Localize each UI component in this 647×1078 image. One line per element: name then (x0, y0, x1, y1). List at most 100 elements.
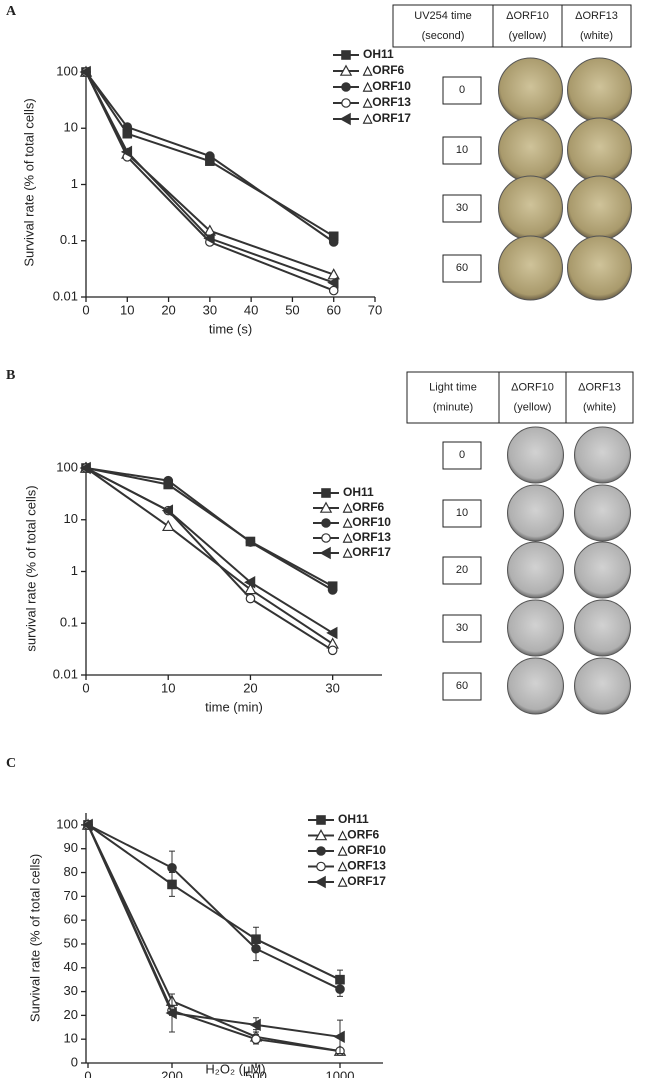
y-tick-label: 0.01 (53, 666, 78, 681)
row-label: 30 (456, 202, 468, 214)
table-header-box (392, 4, 632, 48)
y-tick-label: 100 (56, 816, 78, 831)
y-tick-label: 0 (71, 1054, 78, 1069)
series-line (87, 824, 341, 1053)
plate-photo (567, 57, 632, 123)
marker (328, 285, 339, 296)
marker (327, 268, 340, 280)
y-tick-label: 1 (71, 176, 78, 191)
marker (244, 583, 257, 595)
legend-marker (321, 518, 331, 528)
series-line (85, 467, 334, 591)
x-tick-label: 0 (82, 680, 89, 695)
plate-photo (567, 235, 632, 301)
y-tick-label: 100 (56, 459, 78, 474)
series-line (85, 71, 335, 284)
row-label-box (442, 499, 482, 528)
legend-label: △ORF17 (337, 874, 386, 888)
x-tick-label: 40 (244, 302, 258, 317)
legend-label: △ORF13 (342, 530, 391, 544)
series-line (85, 467, 334, 588)
legend-label: △ORF17 (362, 111, 411, 125)
series-line (85, 71, 335, 243)
y-tick-label: 0.1 (60, 232, 78, 247)
panel-label: B (6, 368, 15, 383)
legend-marker (319, 546, 331, 560)
legend-marker (316, 846, 326, 856)
legend-marker (341, 50, 351, 60)
row-label: 60 (456, 680, 468, 692)
table-header: Light time (429, 381, 477, 393)
row-label-box (442, 441, 482, 470)
plate-photo (507, 426, 564, 484)
y-tick-label: 70 (64, 888, 78, 903)
legend-label: △ORF10 (362, 79, 411, 93)
legend-marker (321, 533, 331, 543)
x-tick-label: 20 (161, 302, 175, 317)
y-tick-label: 80 (64, 864, 78, 879)
y-tick-label: 1 (71, 563, 78, 578)
row-label: 10 (456, 144, 468, 156)
x-axis-label: H₂O₂ (μM) (205, 1061, 265, 1076)
table-header: (white) (580, 30, 613, 42)
plate-photo (498, 57, 563, 123)
y-tick-label: 10 (64, 511, 78, 526)
legend-label: △ORF17 (342, 545, 391, 559)
series-line (85, 467, 334, 645)
y-tick-label: 60 (64, 912, 78, 927)
plate-photo (574, 426, 631, 484)
legend-marker (316, 861, 326, 872)
x-tick-label: 1000 (326, 1068, 355, 1078)
marker (327, 585, 338, 595)
plate-photo (507, 599, 564, 657)
x-tick-label: 30 (325, 680, 339, 695)
plate-photo (498, 175, 563, 241)
x-tick-label: 0 (82, 302, 89, 317)
legend-label: △ORF6 (337, 828, 380, 842)
series-line (87, 824, 341, 1038)
y-tick-label: 30 (64, 983, 78, 998)
row-label: 60 (456, 262, 468, 274)
table-header: ΔORF13 (575, 10, 618, 22)
x-tick-label: 60 (326, 302, 340, 317)
marker (328, 237, 339, 247)
y-tick-label: 50 (64, 935, 78, 950)
table-header: (second) (422, 30, 465, 42)
plate-photo (567, 117, 632, 183)
marker (122, 122, 133, 132)
marker (335, 984, 345, 994)
marker (333, 1030, 345, 1044)
legend-label: △ORF10 (337, 843, 386, 857)
legend-marker (319, 501, 333, 513)
series-line (87, 824, 341, 991)
marker (161, 504, 174, 517)
legend-label: △ORF13 (337, 859, 386, 873)
row-label-box (442, 194, 482, 223)
plate-photo (574, 657, 631, 715)
marker (327, 276, 339, 289)
series-line (85, 467, 334, 634)
marker (327, 645, 338, 656)
marker (165, 1006, 177, 1020)
marker (205, 151, 215, 161)
row-label: 0 (459, 84, 465, 96)
plate-photo (574, 484, 631, 542)
marker (251, 943, 261, 954)
marker (326, 626, 338, 640)
marker (81, 818, 93, 832)
x-tick-label: 10 (161, 680, 175, 695)
x-tick-label: 10 (120, 302, 134, 317)
legend-marker (339, 112, 351, 126)
x-axis-label: time (min) (205, 699, 263, 714)
x-tick-label: 500 (245, 1068, 267, 1078)
row-label-box (442, 136, 482, 165)
y-tick-label: 10 (64, 1031, 78, 1046)
legend-label: △ORF6 (342, 500, 385, 514)
x-tick-label: 200 (161, 1068, 183, 1078)
legend-label: △ORF13 (362, 95, 411, 109)
plate-photo (507, 541, 564, 599)
y-tick-label: 90 (64, 840, 78, 855)
marker (79, 65, 91, 79)
y-tick-label: 20 (64, 1007, 78, 1022)
panel-label: C (6, 756, 16, 771)
